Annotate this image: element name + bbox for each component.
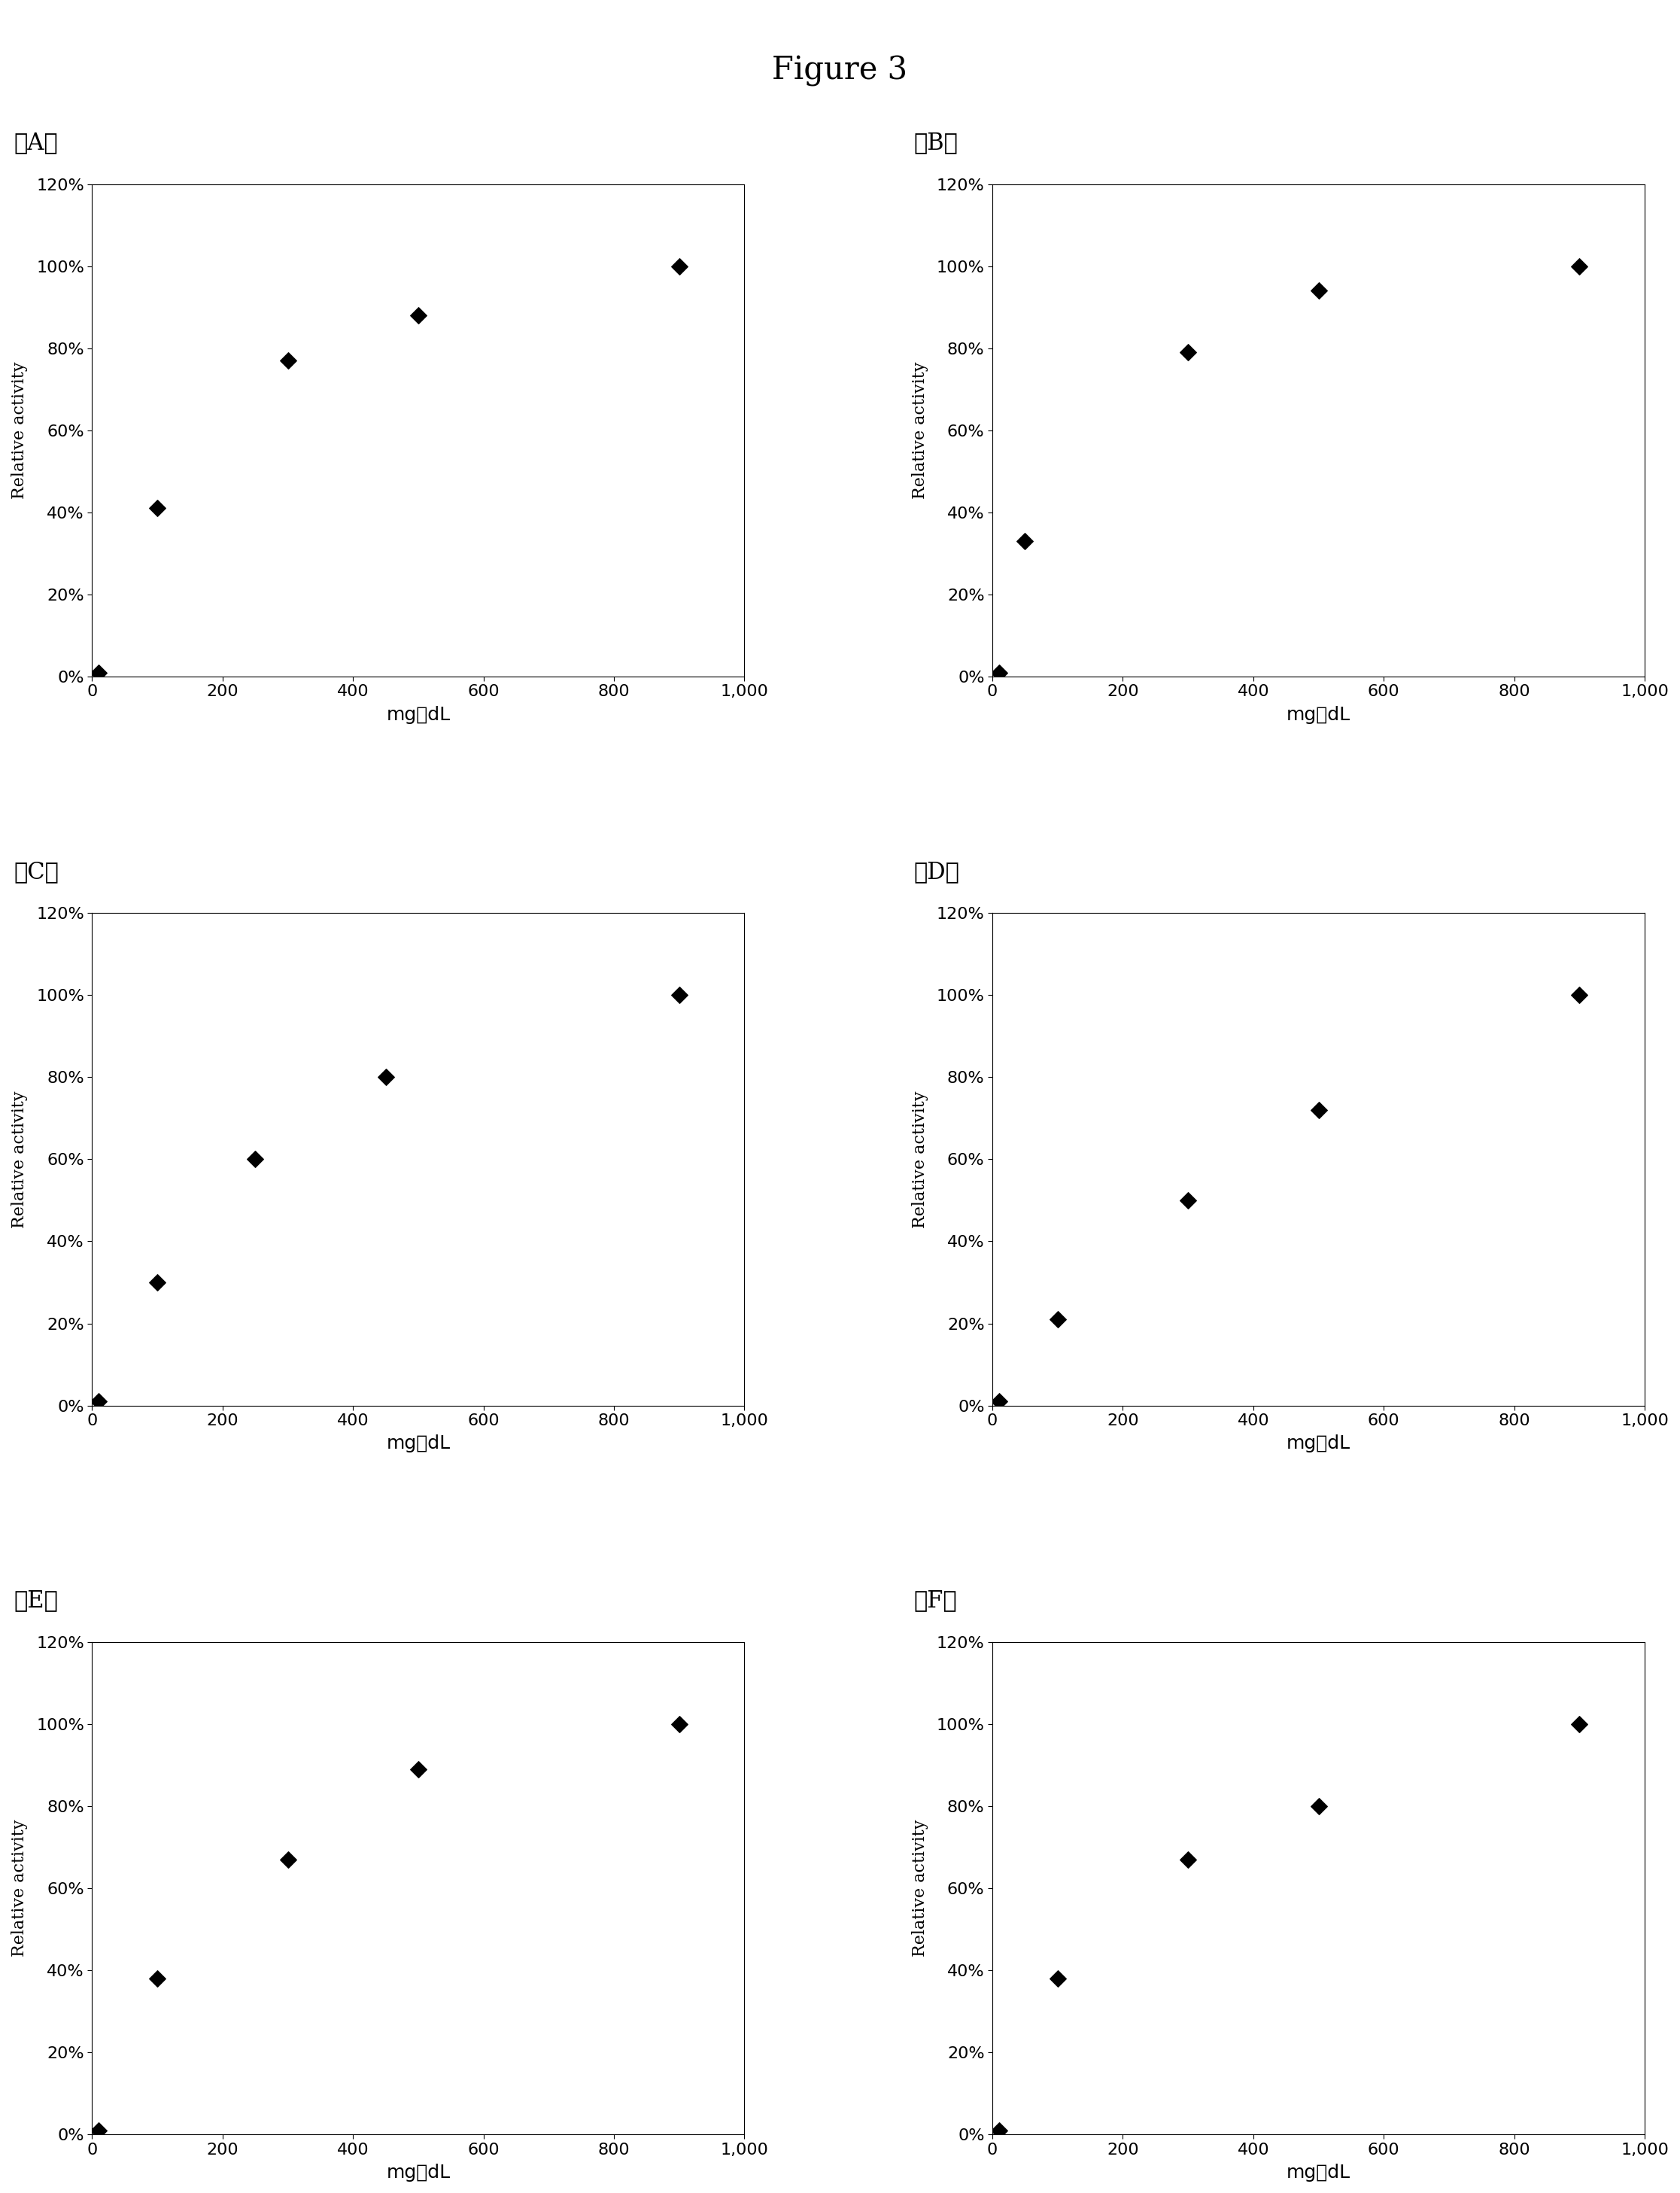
Point: [1305, 1789, 1332, 1825]
Point: [274, 1842, 301, 1877]
Point: [1305, 274, 1332, 309]
Point: [1174, 1182, 1201, 1217]
Point: [986, 1384, 1013, 1419]
Y-axis label: Relative activity: Relative activity: [912, 1820, 927, 1956]
X-axis label: mg／dL: mg／dL: [1287, 2164, 1351, 2182]
Point: [1045, 1961, 1072, 1996]
Point: [1174, 336, 1201, 371]
Y-axis label: Relative activity: Relative activity: [912, 362, 927, 500]
Point: [1045, 1303, 1072, 1338]
Point: [274, 342, 301, 377]
X-axis label: mg／dL: mg／dL: [386, 706, 450, 724]
Point: [1011, 524, 1038, 559]
Y-axis label: Relative activity: Relative activity: [12, 1820, 29, 1956]
Text: （B）: （B）: [914, 132, 958, 154]
Y-axis label: Relative activity: Relative activity: [12, 1090, 29, 1228]
Point: [1305, 1092, 1332, 1127]
Text: （D）: （D）: [914, 860, 959, 884]
Point: [665, 978, 692, 1013]
Point: [86, 2112, 113, 2147]
Text: （C）: （C）: [13, 860, 59, 884]
Point: [1566, 248, 1593, 283]
Point: [144, 491, 171, 526]
Point: [1566, 978, 1593, 1013]
X-axis label: mg／dL: mg／dL: [1287, 706, 1351, 724]
Point: [86, 656, 113, 691]
Y-axis label: Relative activity: Relative activity: [12, 362, 29, 500]
Text: （F）: （F）: [914, 1590, 958, 1612]
Point: [373, 1059, 400, 1094]
Point: [144, 1265, 171, 1300]
X-axis label: mg／dL: mg／dL: [386, 2164, 450, 2182]
Point: [665, 248, 692, 283]
Point: [242, 1143, 269, 1178]
X-axis label: mg／dL: mg／dL: [1287, 1434, 1351, 1452]
Text: （E）: （E）: [13, 1590, 59, 1612]
Point: [405, 1752, 432, 1787]
Text: （A）: （A）: [13, 132, 57, 154]
Point: [986, 656, 1013, 691]
Point: [1174, 1842, 1201, 1877]
Point: [1566, 1706, 1593, 1741]
Point: [86, 1384, 113, 1419]
Text: Figure 3: Figure 3: [773, 55, 907, 86]
Point: [144, 1961, 171, 1996]
Point: [665, 1706, 692, 1741]
X-axis label: mg／dL: mg／dL: [386, 1434, 450, 1452]
Point: [405, 298, 432, 333]
Y-axis label: Relative activity: Relative activity: [912, 1090, 927, 1228]
Point: [986, 2112, 1013, 2147]
